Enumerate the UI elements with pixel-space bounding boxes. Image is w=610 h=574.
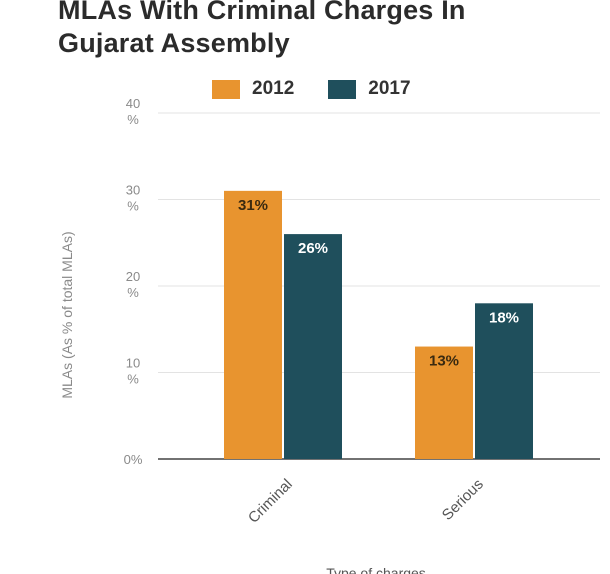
chart-title: MLAs With Criminal Charges In Gujarat As… bbox=[58, 0, 466, 58]
bar-2012-serious bbox=[415, 346, 473, 459]
y-tick-label: 40% bbox=[126, 96, 140, 127]
y-tick-label: 30% bbox=[126, 183, 140, 214]
x-axis-label: Type of charges bbox=[326, 565, 426, 574]
y-tick-label: 0% bbox=[124, 452, 143, 467]
legend-label-2012: 2012 bbox=[252, 78, 295, 99]
data-label-2012-serious: 13% bbox=[429, 353, 459, 370]
y-tick-label: 20% bbox=[126, 269, 140, 300]
data-label-2017-serious: 18% bbox=[489, 309, 519, 326]
bar-2017-criminal bbox=[284, 234, 342, 459]
legend-swatch-2012 bbox=[212, 79, 240, 99]
legend-swatch-2017 bbox=[328, 79, 357, 99]
legend-item-2012: 2012 bbox=[212, 78, 294, 100]
x-category-label: Serious bbox=[439, 476, 487, 524]
data-label-2012-criminal: 31% bbox=[238, 197, 268, 214]
x-category-label: Criminal bbox=[245, 476, 296, 527]
y-tick-label: 10% bbox=[126, 356, 140, 387]
bar-2017-serious bbox=[475, 303, 533, 459]
bars: 31% 26% 13% 18% bbox=[224, 190, 533, 459]
bar-2012-criminal bbox=[224, 190, 282, 459]
y-axis-label: MLAs (As % of total MLAs) bbox=[59, 231, 75, 398]
data-label-2017-criminal: 26% bbox=[298, 240, 328, 257]
legend-label-2017: 2017 bbox=[368, 78, 411, 99]
y-axis-ticks: 0% 10 % 20 % 30 % 40% bbox=[124, 96, 143, 467]
x-axis-categories: Criminal Serious bbox=[245, 476, 487, 527]
legend-item-2017: 2017 bbox=[328, 78, 411, 100]
legend: 2012 2017 bbox=[212, 78, 411, 100]
